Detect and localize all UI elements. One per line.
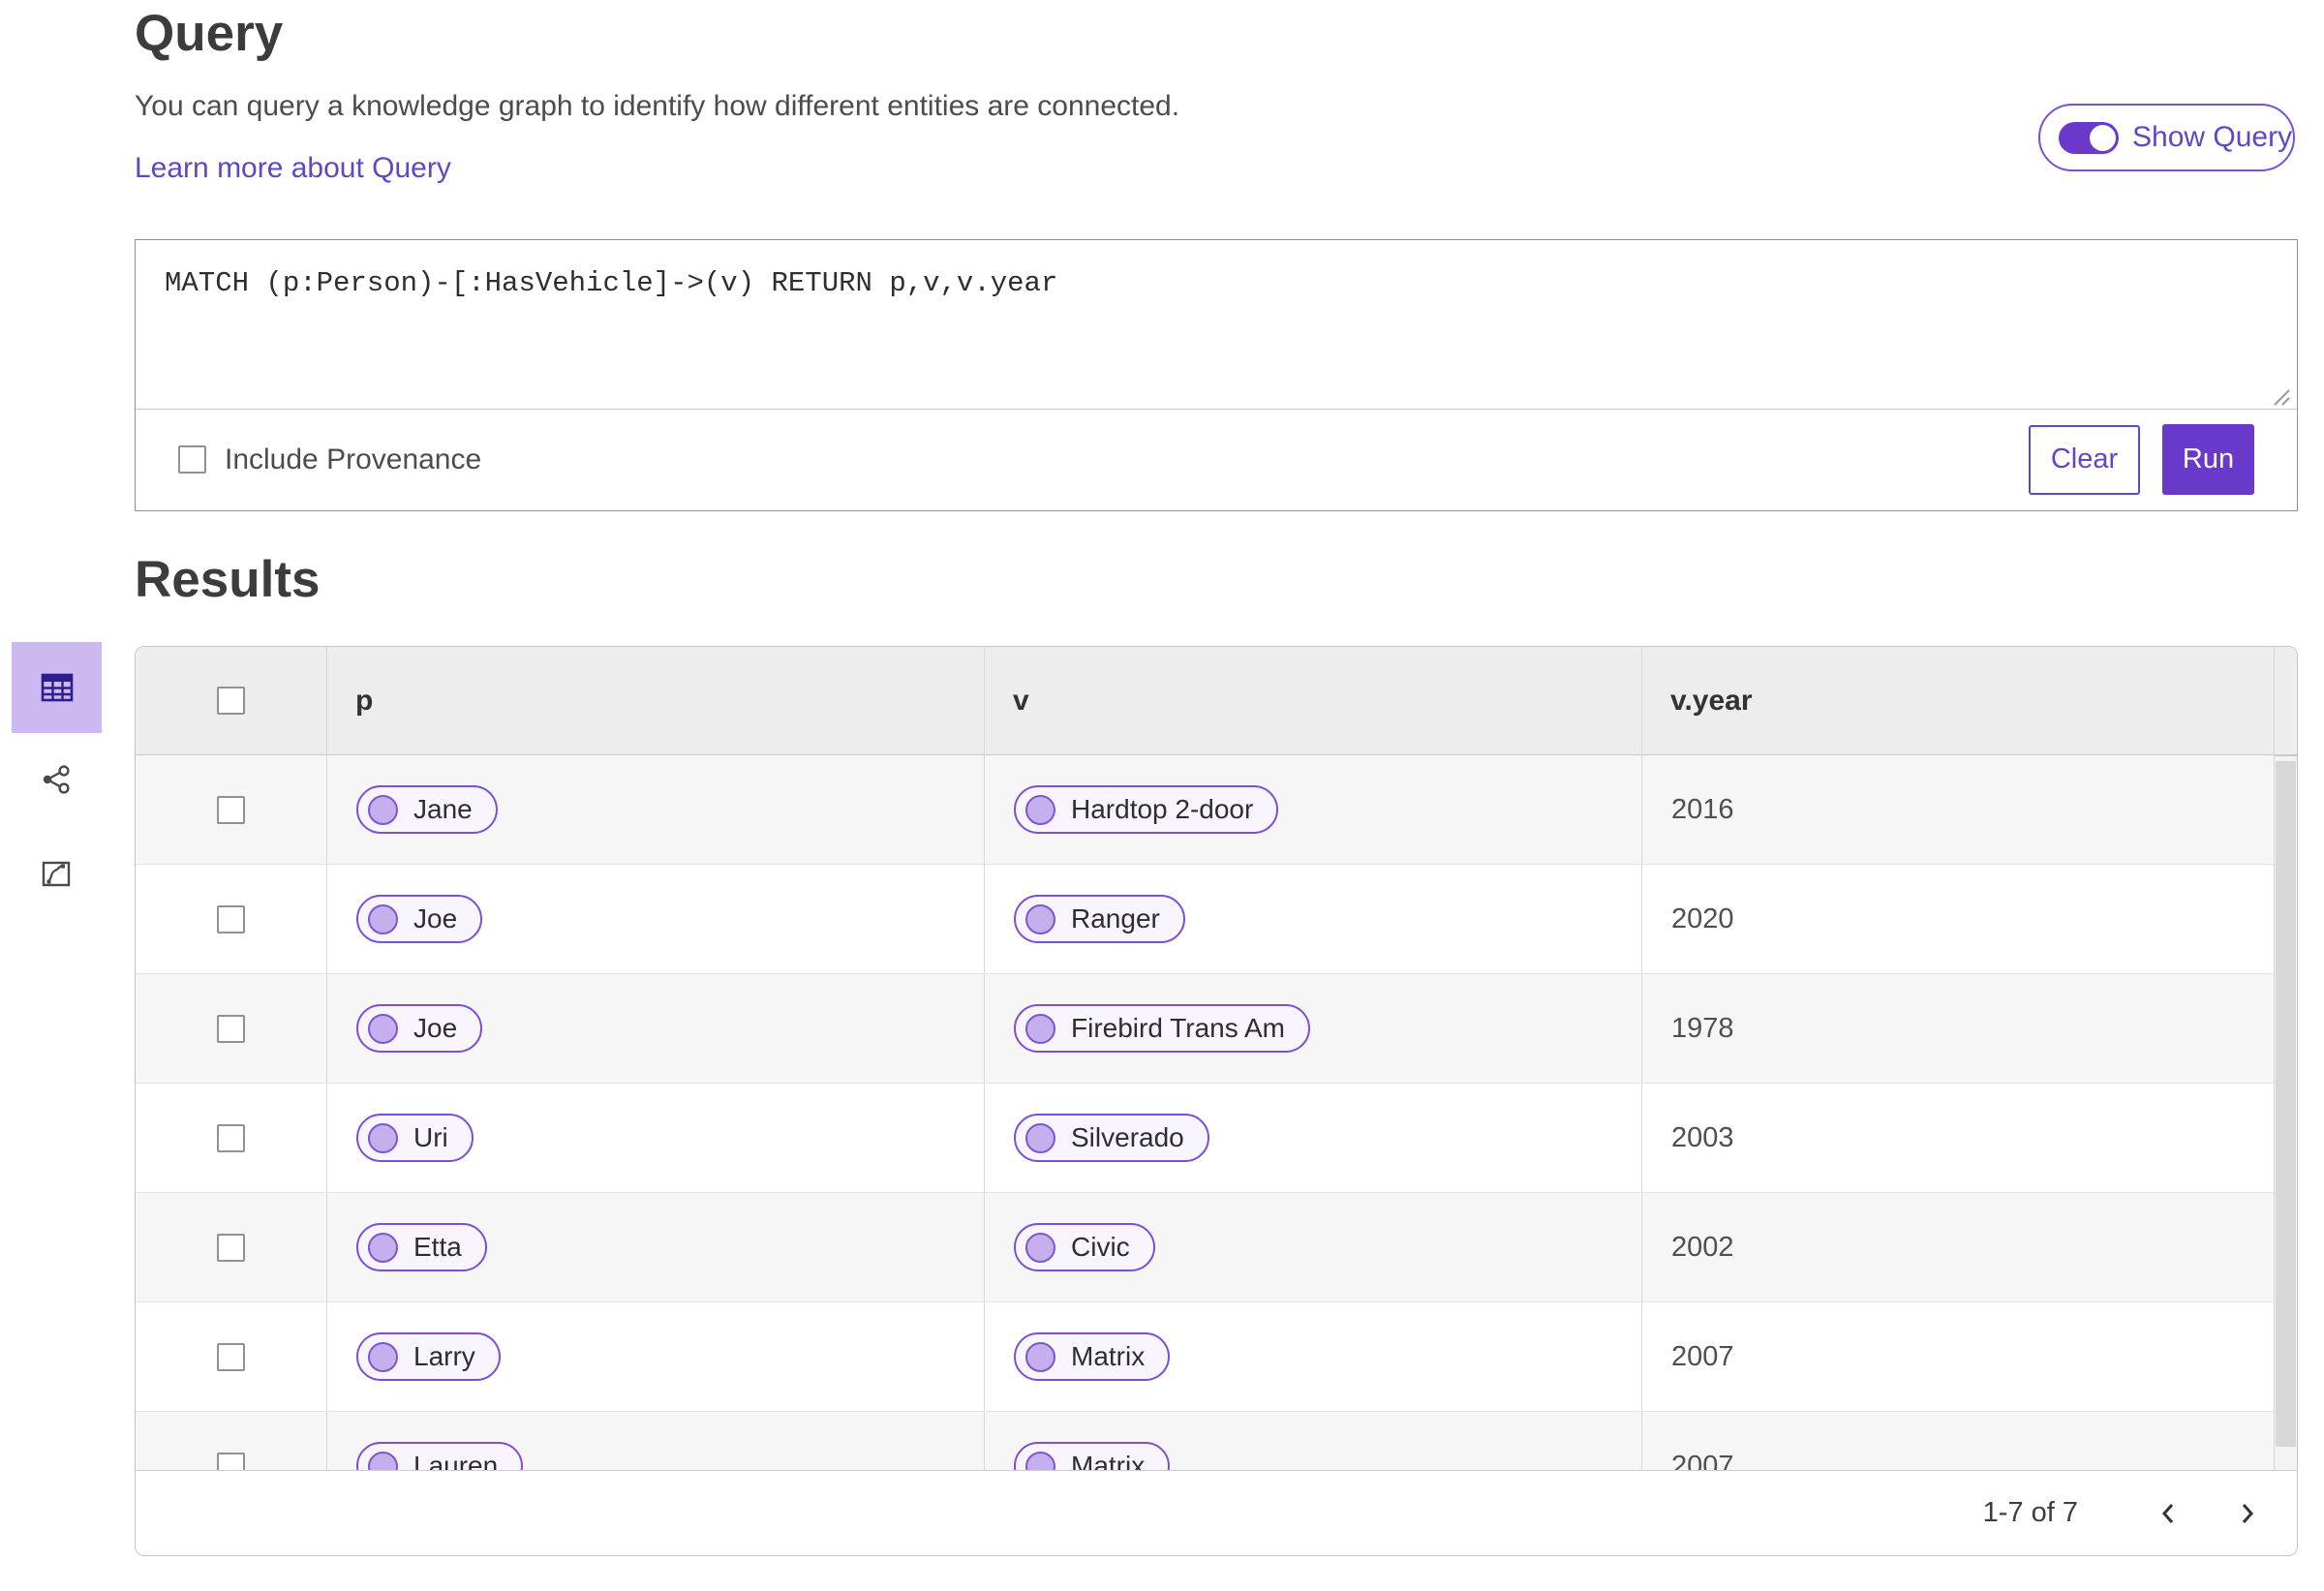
node-icon [1025, 903, 1055, 934]
column-header-v-year: v.year [1641, 647, 2297, 754]
column-header-p: p [326, 647, 984, 754]
year-value: 2020 [1671, 903, 1734, 934]
view-switcher-graph[interactable] [27, 750, 85, 809]
row-checkbox[interactable] [217, 1233, 245, 1262]
map-view-icon [42, 861, 71, 887]
table-pagination-bar: 1-7 of 7 [136, 1470, 2297, 1555]
node-icon [1025, 1341, 1055, 1372]
entity-pill-person[interactable]: Jane [356, 785, 498, 834]
view-switcher-map[interactable] [27, 844, 85, 903]
entity-pill-vehicle[interactable]: Firebird Trans Am [1014, 1004, 1310, 1053]
scrollbar-track[interactable] [2275, 755, 2297, 1472]
entity-pill-person[interactable]: Joe [356, 895, 483, 943]
textarea-resize-handle[interactable] [2269, 384, 2292, 408]
column-header-v: v [984, 647, 1641, 754]
node-icon [1025, 1122, 1055, 1153]
year-value: 2003 [1671, 1121, 1734, 1153]
show-query-toggle[interactable]: Show Query [2038, 104, 2295, 171]
node-icon [368, 794, 398, 825]
node-icon [368, 1341, 398, 1372]
node-icon [368, 1232, 398, 1263]
view-switcher-table[interactable] [12, 642, 102, 733]
node-icon [1025, 794, 1055, 825]
query-section-title: Query [135, 5, 284, 62]
clear-button[interactable]: Clear [2029, 424, 2140, 495]
entity-pill-vehicle[interactable]: Civic [1014, 1223, 1155, 1271]
row-checkbox[interactable] [217, 795, 245, 824]
year-value: 2002 [1671, 1231, 1734, 1263]
row-checkbox[interactable] [217, 1342, 245, 1371]
results-section-title: Results [135, 551, 321, 608]
table-header-row: p v v.year [136, 647, 2297, 755]
header-checkbox-cell [136, 647, 326, 754]
node-icon [368, 1122, 398, 1153]
table-row: Joe Firebird Trans Am 1978 [136, 974, 2297, 1084]
table-row: Joe Ranger 2020 [136, 865, 2297, 974]
query-editor-panel: MATCH (p:Person)-[:HasVehicle]->(v) RETU… [135, 239, 2298, 511]
graph-view-icon [43, 765, 70, 794]
table-row: Etta Civic 2002 [136, 1193, 2297, 1302]
pagination-range-label: 1-7 of 7 [1982, 1497, 2078, 1528]
chevron-left-icon [2161, 1503, 2174, 1523]
table-row: Larry Matrix 2007 [136, 1302, 2297, 1412]
entity-pill-vehicle[interactable]: Ranger [1014, 895, 1185, 943]
table-view-icon [41, 673, 73, 702]
row-checkbox[interactable] [217, 1123, 245, 1152]
table-row: Jane Hardtop 2-door 2016 [136, 755, 2297, 865]
pagination-next-button[interactable] [2225, 1492, 2268, 1535]
query-controls-bar: Include Provenance Clear Run [136, 409, 2297, 510]
show-query-label: Show Query [2132, 121, 2293, 153]
node-icon [1025, 1013, 1055, 1044]
node-icon [1025, 1232, 1055, 1263]
year-value: 2007 [1671, 1340, 1734, 1372]
table-row: Uri Silverado 2003 [136, 1084, 2297, 1193]
year-value: 2016 [1671, 793, 1734, 825]
pagination-prev-button[interactable] [2148, 1492, 2190, 1535]
entity-pill-vehicle[interactable]: Silverado [1014, 1114, 1209, 1162]
include-provenance-label[interactable]: Include Provenance [225, 443, 482, 475]
row-checkbox[interactable] [217, 1014, 245, 1043]
toggle-switch-icon[interactable] [2059, 121, 2119, 154]
entity-pill-vehicle[interactable]: Matrix [1014, 1332, 1171, 1381]
scrollbar-thumb[interactable] [2276, 761, 2296, 1447]
learn-more-link[interactable]: Learn more about Query [135, 152, 451, 184]
node-icon [368, 903, 398, 934]
chevron-right-icon [2242, 1503, 2254, 1523]
year-value: 1978 [1671, 1012, 1734, 1044]
select-all-checkbox[interactable] [217, 687, 245, 715]
entity-pill-person[interactable]: Etta [356, 1223, 487, 1271]
query-input[interactable]: MATCH (p:Person)-[:HasVehicle]->(v) RETU… [136, 240, 2297, 410]
node-icon [368, 1013, 398, 1044]
entity-pill-person[interactable]: Larry [356, 1332, 501, 1381]
entity-pill-person[interactable]: Joe [356, 1004, 483, 1053]
table-scrollbar [2274, 647, 2297, 1472]
entity-pill-person[interactable]: Uri [356, 1114, 474, 1162]
results-table: p v v.year Jane Hardtop 2-door 2016 Joe … [135, 646, 2298, 1556]
entity-pill-vehicle[interactable]: Hardtop 2-door [1014, 785, 1279, 834]
toggle-knob [2090, 124, 2116, 151]
query-description: You can query a knowledge graph to ident… [135, 90, 1180, 122]
include-provenance-checkbox[interactable] [178, 445, 206, 474]
row-checkbox[interactable] [217, 904, 245, 933]
run-button[interactable]: Run [2162, 424, 2254, 495]
